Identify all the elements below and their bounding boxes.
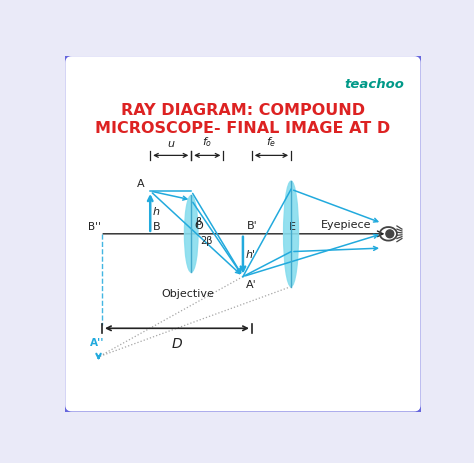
Text: O: O (194, 221, 203, 231)
Text: MICROSCOPE- FINAL IMAGE AT D: MICROSCOPE- FINAL IMAGE AT D (95, 121, 391, 136)
Text: A'': A'' (90, 338, 104, 348)
Text: A: A (137, 179, 145, 189)
Circle shape (386, 230, 394, 238)
Text: $f_o$: $f_o$ (202, 135, 212, 149)
Text: β: β (195, 218, 202, 227)
FancyBboxPatch shape (61, 52, 425, 416)
Text: teachoo: teachoo (345, 78, 405, 91)
Text: B'': B'' (88, 222, 100, 232)
Text: E: E (289, 222, 296, 232)
Text: Eyepiece: Eyepiece (321, 220, 372, 230)
Text: B': B' (246, 221, 257, 231)
Text: RAY DIAGRAM: COMPOUND: RAY DIAGRAM: COMPOUND (121, 103, 365, 119)
Text: D: D (172, 337, 182, 351)
Text: h': h' (246, 250, 256, 260)
Text: Objective: Objective (161, 289, 214, 299)
Ellipse shape (184, 195, 198, 272)
Text: h: h (153, 207, 160, 218)
Ellipse shape (283, 181, 299, 287)
Text: u: u (167, 139, 174, 149)
Text: B: B (153, 222, 161, 232)
Text: 2β: 2β (200, 236, 213, 245)
Text: $f_e$: $f_e$ (266, 135, 277, 149)
Text: A': A' (246, 280, 256, 290)
